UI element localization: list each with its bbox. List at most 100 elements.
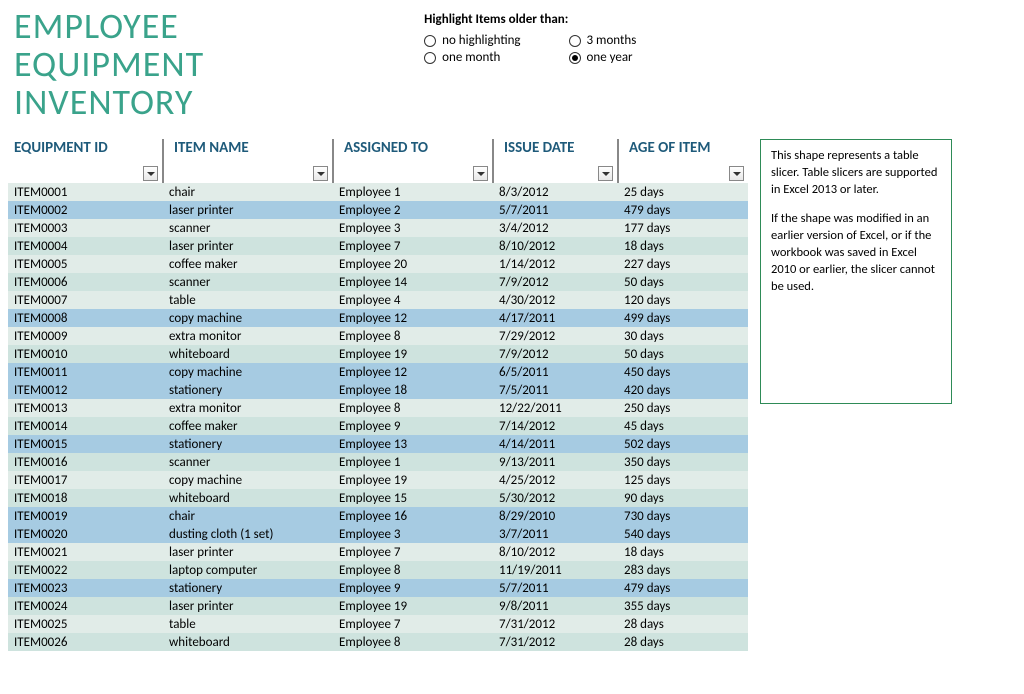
page-title: EMPLOYEE EQUIPMENT INVENTORY	[8, 8, 204, 121]
cell-date: 4/25/2012	[493, 471, 618, 489]
cell-age: 18 days	[618, 237, 748, 255]
cell-id: ITEM0023	[8, 579, 163, 597]
cell-ass: Employee 2	[333, 201, 493, 219]
table-row[interactable]: ITEM0023stationeryEmployee 95/7/2011479 …	[8, 579, 748, 597]
filter-dropdown-icon[interactable]	[143, 166, 158, 181]
table-row[interactable]: ITEM0010whiteboardEmployee 197/9/201250 …	[8, 345, 748, 363]
cell-age: 730 days	[618, 507, 748, 525]
col-header-item-name[interactable]: ITEM NAME	[163, 139, 333, 183]
table-row[interactable]: ITEM0006scannerEmployee 147/9/201250 day…	[8, 273, 748, 291]
cell-age: 177 days	[618, 219, 748, 237]
cell-id: ITEM0014	[8, 417, 163, 435]
cell-date: 7/31/2012	[493, 633, 618, 651]
cell-ass: Employee 12	[333, 309, 493, 327]
table-row[interactable]: ITEM0018whiteboardEmployee 155/30/201290…	[8, 489, 748, 507]
cell-id: ITEM0004	[8, 237, 163, 255]
cell-name: laser printer	[163, 237, 333, 255]
table-row[interactable]: ITEM0017copy machineEmployee 194/25/2012…	[8, 471, 748, 489]
cell-ass: Employee 7	[333, 615, 493, 633]
table-row[interactable]: ITEM0014coffee makerEmployee 97/14/20124…	[8, 417, 748, 435]
table-row[interactable]: ITEM0011copy machineEmployee 126/5/20114…	[8, 363, 748, 381]
cell-age: 30 days	[618, 327, 748, 345]
cell-name: whiteboard	[163, 345, 333, 363]
table-row[interactable]: ITEM0007tableEmployee 44/30/2012120 days	[8, 291, 748, 309]
cell-ass: Employee 19	[333, 345, 493, 363]
table-row[interactable]: ITEM0005coffee makerEmployee 201/14/2012…	[8, 255, 748, 273]
cell-age: 25 days	[618, 183, 748, 201]
table-row[interactable]: ITEM0009extra monitorEmployee 87/29/2012…	[8, 327, 748, 345]
cell-id: ITEM0018	[8, 489, 163, 507]
cell-ass: Employee 1	[333, 183, 493, 201]
table-row[interactable]: ITEM0015stationeryEmployee 134/14/201150…	[8, 435, 748, 453]
highlight-radio-option[interactable]: one year	[569, 50, 637, 65]
table-row[interactable]: ITEM0026whiteboardEmployee 87/31/201228 …	[8, 633, 748, 651]
slicer-note-text: If the shape was modified in an earlier …	[771, 211, 941, 295]
cell-date: 4/17/2011	[493, 309, 618, 327]
cell-age: 125 days	[618, 471, 748, 489]
highlight-radio-option[interactable]: one month	[424, 50, 520, 65]
cell-age: 350 days	[618, 453, 748, 471]
table-row[interactable]: ITEM0001chairEmployee 18/3/201225 days	[8, 183, 748, 201]
inventory-table: EQUIPMENT ID ITEM NAME ASSIGNED TO ISSUE…	[8, 139, 748, 651]
filter-dropdown-icon[interactable]	[313, 166, 328, 181]
col-header-assigned-to[interactable]: ASSIGNED TO	[333, 139, 493, 183]
col-header-equipment-id[interactable]: EQUIPMENT ID	[8, 139, 163, 183]
cell-ass: Employee 7	[333, 543, 493, 561]
cell-name: laser printer	[163, 543, 333, 561]
cell-age: 50 days	[618, 273, 748, 291]
cell-age: 502 days	[618, 435, 748, 453]
cell-id: ITEM0016	[8, 453, 163, 471]
table-row[interactable]: ITEM0003scannerEmployee 33/4/2012177 day…	[8, 219, 748, 237]
cell-id: ITEM0022	[8, 561, 163, 579]
col-header-issue-date[interactable]: ISSUE DATE	[493, 139, 618, 183]
table-row[interactable]: ITEM0019chairEmployee 168/29/2010730 day…	[8, 507, 748, 525]
cell-age: 120 days	[618, 291, 748, 309]
table-row[interactable]: ITEM0012stationeryEmployee 187/5/2011420…	[8, 381, 748, 399]
cell-date: 1/14/2012	[493, 255, 618, 273]
cell-date: 3/7/2011	[493, 525, 618, 543]
cell-name: laser printer	[163, 201, 333, 219]
cell-age: 28 days	[618, 615, 748, 633]
table-row[interactable]: ITEM0013extra monitorEmployee 812/22/201…	[8, 399, 748, 417]
cell-id: ITEM0002	[8, 201, 163, 219]
cell-date: 7/31/2012	[493, 615, 618, 633]
filter-dropdown-icon[interactable]	[473, 166, 488, 181]
highlight-panel: Highlight Items older than: no highlight…	[424, 12, 636, 65]
cell-id: ITEM0007	[8, 291, 163, 309]
filter-dropdown-icon[interactable]	[598, 166, 613, 181]
cell-name: table	[163, 291, 333, 309]
table-row[interactable]: ITEM0024laser printerEmployee 199/8/2011…	[8, 597, 748, 615]
table-row[interactable]: ITEM0025tableEmployee 77/31/201228 days	[8, 615, 748, 633]
highlight-radio-option[interactable]: 3 months	[569, 33, 637, 48]
radio-icon	[569, 35, 581, 47]
table-row[interactable]: ITEM0016scannerEmployee 19/13/2011350 da…	[8, 453, 748, 471]
table-row[interactable]: ITEM0002laser printerEmployee 25/7/20114…	[8, 201, 748, 219]
table-row[interactable]: ITEM0004laser printerEmployee 78/10/2012…	[8, 237, 748, 255]
cell-ass: Employee 19	[333, 597, 493, 615]
cell-id: ITEM0013	[8, 399, 163, 417]
cell-ass: Employee 15	[333, 489, 493, 507]
filter-dropdown-icon[interactable]	[729, 166, 744, 181]
cell-id: ITEM0001	[8, 183, 163, 201]
table-row[interactable]: ITEM0020dusting cloth (1 set)Employee 33…	[8, 525, 748, 543]
cell-name: chair	[163, 507, 333, 525]
cell-name: scanner	[163, 453, 333, 471]
highlight-radio-option[interactable]: no highlighting	[424, 33, 520, 48]
table-row[interactable]: ITEM0008copy machineEmployee 124/17/2011…	[8, 309, 748, 327]
cell-name: stationery	[163, 381, 333, 399]
col-header-age-of-item[interactable]: AGE OF ITEM	[618, 139, 748, 183]
cell-age: 479 days	[618, 201, 748, 219]
cell-id: ITEM0019	[8, 507, 163, 525]
cell-name: laptop computer	[163, 561, 333, 579]
cell-age: 499 days	[618, 309, 748, 327]
cell-ass: Employee 9	[333, 579, 493, 597]
table-row[interactable]: ITEM0022laptop computerEmployee 811/19/2…	[8, 561, 748, 579]
cell-age: 90 days	[618, 489, 748, 507]
cell-date: 7/9/2012	[493, 345, 618, 363]
cell-id: ITEM0003	[8, 219, 163, 237]
cell-id: ITEM0025	[8, 615, 163, 633]
cell-name: copy machine	[163, 471, 333, 489]
table-row[interactable]: ITEM0021laser printerEmployee 78/10/2012…	[8, 543, 748, 561]
cell-age: 50 days	[618, 345, 748, 363]
cell-age: 18 days	[618, 543, 748, 561]
